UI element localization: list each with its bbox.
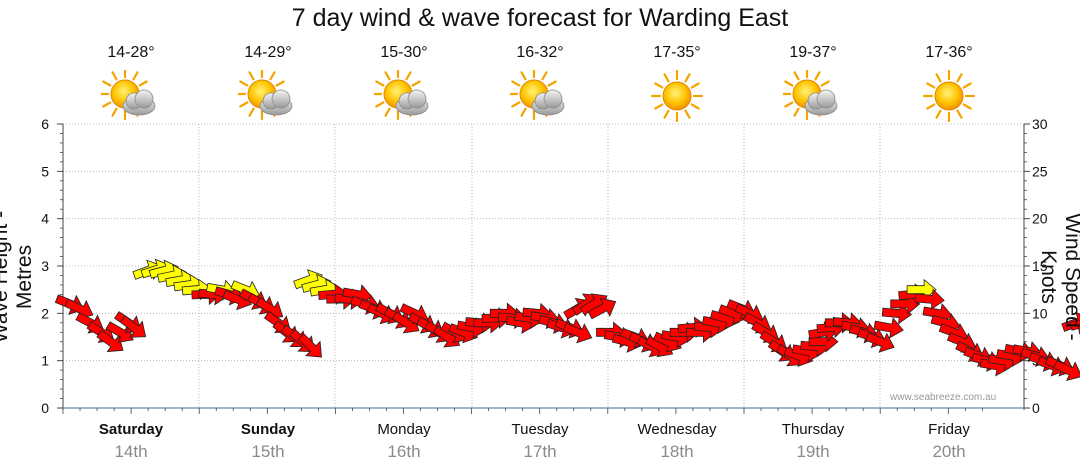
partly-cloudy-icon xyxy=(507,67,570,126)
chart-title: 7 day wind & wave forecast for Warding E… xyxy=(291,4,789,32)
day-date: 18th xyxy=(660,442,694,461)
y-left-tick-label: 0 xyxy=(41,400,49,416)
chart-grid xyxy=(63,123,1024,408)
day-date: 20th xyxy=(932,442,966,461)
day-name: Monday xyxy=(377,421,431,438)
day-name: Tuesday xyxy=(511,421,569,438)
y-right-tick-label: 25 xyxy=(1032,163,1048,179)
temperature-label: 17-35° xyxy=(653,44,701,61)
y-left-tick-label: 1 xyxy=(41,353,49,369)
y-right-tick-label: 10 xyxy=(1032,305,1048,321)
wind-arrows xyxy=(54,258,1080,382)
day-date: 17th xyxy=(523,442,557,461)
wind-arrow xyxy=(1053,360,1080,382)
temperature-label: 15-30° xyxy=(380,44,428,61)
wind-arrow xyxy=(1069,311,1080,333)
watermark: www.seabreeze.com.au xyxy=(890,392,997,403)
wind-arrow xyxy=(297,333,322,358)
y-right-tick-label: 30 xyxy=(1032,116,1048,132)
temperature-label: 17-36° xyxy=(925,44,973,61)
y-left-tick-label: 5 xyxy=(41,163,49,179)
wind-arrow xyxy=(873,317,904,339)
day-date: 19th xyxy=(796,442,830,461)
wind-arrow xyxy=(562,322,593,344)
temperature-label: 19-37° xyxy=(789,44,837,61)
day-date: 14th xyxy=(114,442,148,461)
day-name: Saturday xyxy=(98,421,164,438)
partly-cloudy-icon xyxy=(371,67,434,126)
chart-axes: 0123456051015202530 xyxy=(41,116,1048,416)
wind-arrow xyxy=(1077,316,1080,338)
y-left-tick-label: 2 xyxy=(41,305,49,321)
day-name: Thursday xyxy=(781,421,845,438)
y-left-tick-label: 4 xyxy=(41,211,49,227)
sunny-icon xyxy=(647,69,707,126)
wind-arrow xyxy=(119,315,147,338)
temperature-label: 14-29° xyxy=(244,44,292,61)
partly-cloudy-icon xyxy=(780,67,843,126)
y-left-tick-label: 3 xyxy=(41,258,49,274)
day-name: Wednesday xyxy=(637,421,717,438)
wind-arrow xyxy=(587,297,617,320)
y-right-tick-label: 0 xyxy=(1032,400,1040,416)
y-left-tick-label: 6 xyxy=(41,116,49,132)
partly-cloudy-icon xyxy=(235,67,298,126)
y-axis-right-label: Wind Speed - Knots xyxy=(1037,213,1080,340)
day-name: Sunday xyxy=(240,421,296,438)
temperature-label: 14-28° xyxy=(107,44,155,61)
day-name: Friday xyxy=(928,421,970,438)
partly-cloudy-icon xyxy=(98,67,161,126)
y-right-tick-label: 20 xyxy=(1032,211,1048,227)
wind-arrow xyxy=(865,332,895,353)
day-date: 15th xyxy=(251,442,285,461)
day-date: 16th xyxy=(387,442,421,461)
temperature-label: 16-32° xyxy=(516,44,564,61)
y-right-tick-label: 15 xyxy=(1032,258,1048,274)
sunny-icon xyxy=(919,69,979,126)
y-axis-left-label: Wave Height - Metres xyxy=(0,211,36,344)
